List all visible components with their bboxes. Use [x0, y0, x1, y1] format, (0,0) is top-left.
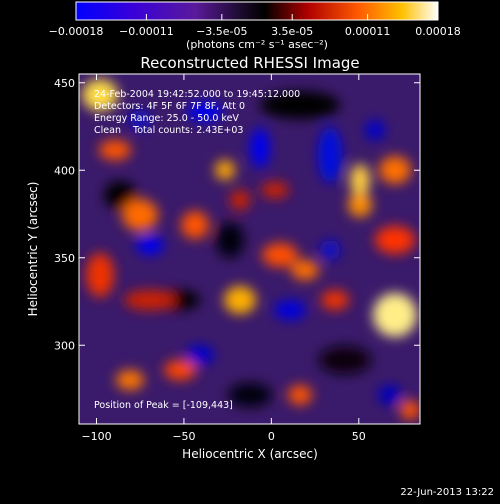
colorbar-bar [75, 1, 439, 21]
colorbar-units: (photons cm⁻² s⁻¹ asec⁻²) [186, 38, 328, 51]
colorbar-tick-label: 0.00018 [415, 25, 461, 38]
heatmap-blobs [82, 79, 420, 420]
annotation-counts: Clean Total counts: 2.43E+03 [94, 125, 243, 136]
colorbar-tick-label: 0.00011 [345, 25, 391, 38]
heatmap-image [79, 74, 420, 424]
colorbar-tick-label: 3.5e-05 [271, 25, 313, 38]
colorbar-tick-label: −3.5e-05 [196, 25, 247, 38]
footer-date: 22-Jun-2013 13:22 [400, 487, 494, 498]
annotation-detectors: Detectors: 4F 5F 6F 7F 8F, Att 0 [94, 101, 245, 112]
y-tick-label: 350 [54, 252, 75, 265]
colorbar: −0.00018 −0.00011 −3.5e-05 3.5e-05 0.00011 0.… [49, 1, 461, 51]
x-tick-label: 0 [268, 430, 275, 443]
y-tick-label: 300 [54, 339, 75, 352]
peak-position-label: Position of Peak = [-109,443] [94, 400, 233, 411]
x-tick-label: −100 [81, 430, 111, 443]
x-tick-label: −50 [172, 430, 195, 443]
x-tick-label: 50 [352, 430, 366, 443]
colorbar-ticks: −0.00018 −0.00011 −3.5e-05 3.5e-05 0.00011 0.… [49, 14, 461, 38]
y-axis-ticks: 300 350 400 450 [54, 77, 420, 352]
chart-title: Reconstructed RHESSI Image [140, 54, 359, 72]
x-axis-ticks: −100 −50 0 50 [81, 74, 366, 443]
annotation-energy: Energy Range: 25.0 - 50.0 keV [94, 113, 239, 124]
y-tick-label: 450 [54, 77, 75, 90]
annotation-time: 24-Feb-2004 19:42:52.000 to 19:45:12.000 [94, 89, 300, 100]
image-annotations: 24-Feb-2004 19:42:52.000 to 19:45:12.000… [94, 89, 300, 411]
colorbar-tick-label: −0.00018 [49, 25, 104, 38]
y-tick-label: 400 [54, 164, 75, 177]
plot-frame [78, 73, 421, 425]
y-axis-label: Heliocentric Y (arcsec) [26, 182, 40, 317]
x-axis-label: Heliocentric X (arcsec) [182, 447, 318, 461]
colorbar-tick-label: −0.00011 [119, 25, 174, 38]
